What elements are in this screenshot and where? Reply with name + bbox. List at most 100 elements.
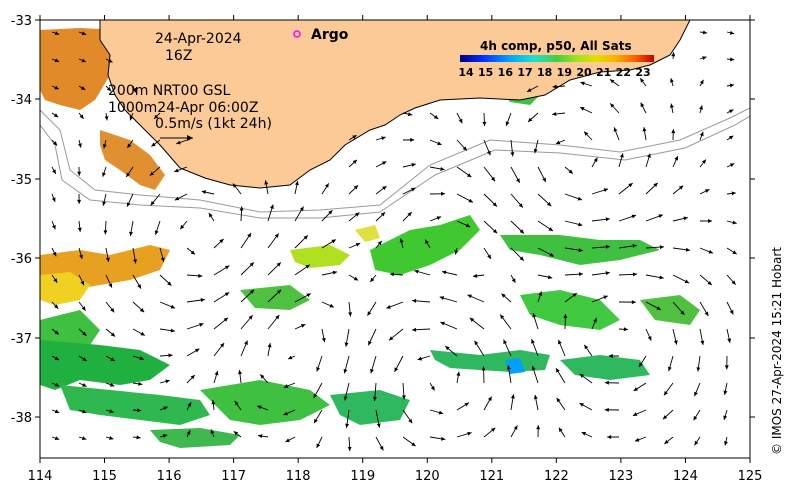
- x-tick-label: 120: [415, 469, 440, 484]
- current-arrowhead: [538, 291, 543, 296]
- x-axis: 114 115 116 117 118 119 120 121 122 123 124 125: [28, 15, 762, 484]
- current-arrowhead: [490, 427, 496, 432]
- current-arrowhead: [647, 336, 652, 341]
- current-arrowhead: [82, 331, 87, 336]
- current-arrowhead: [210, 429, 215, 434]
- current-arrowhead: [352, 159, 357, 165]
- colorbar-tick-label: 21: [596, 66, 611, 79]
- current-arrowhead: [546, 201, 552, 207]
- current-arrowhead: [126, 202, 131, 207]
- current-arrowhead: [377, 240, 382, 246]
- current-arrowhead: [684, 279, 690, 284]
- current-arrowhead: [425, 239, 429, 245]
- current-arrowhead: [110, 332, 116, 337]
- current-arrowhead: [584, 344, 589, 350]
- current-arrowhead: [667, 366, 672, 372]
- current-arrowhead: [633, 387, 639, 391]
- current-arrowhead: [285, 438, 290, 443]
- current-arrowhead: [656, 306, 661, 310]
- current-arrowhead: [632, 412, 638, 416]
- current-arrowhead: [411, 187, 416, 192]
- isobath-200m: [40, 107, 750, 213]
- current-arrowhead: [77, 143, 82, 148]
- current-arrowhead: [81, 58, 86, 63]
- current-arrowhead: [473, 273, 478, 278]
- current-arrowhead: [619, 153, 624, 158]
- current-arrowhead: [82, 383, 87, 387]
- depth-label-200m: 200m NRT00 GSL: [108, 83, 231, 99]
- current-arrowhead: [467, 431, 472, 436]
- current-arrowhead: [102, 201, 107, 206]
- current-arrowhead: [370, 277, 375, 282]
- current-arrowhead: [343, 396, 348, 401]
- current-arrowhead: [510, 152, 515, 157]
- current-arrowhead: [728, 109, 734, 114]
- current-arrowhead: [54, 330, 59, 335]
- current-arrowhead: [669, 103, 674, 108]
- current-arrowhead: [555, 140, 561, 145]
- current-arrowhead: [724, 365, 729, 370]
- current-arrowhead: [407, 212, 412, 217]
- current-arrowhead: [248, 315, 253, 320]
- current-arrowhead: [593, 317, 597, 323]
- current-arrowhead: [386, 304, 391, 309]
- current-vectors: [51, 30, 737, 451]
- argo-float-marker[interactable]: [293, 30, 301, 38]
- current-arrowhead: [469, 317, 475, 322]
- current-arrowhead: [345, 423, 350, 428]
- current-arrowhead: [187, 402, 192, 407]
- sst-patch-yellow-central: [355, 225, 380, 242]
- x-tick-label: 123: [608, 469, 633, 484]
- current-arrowhead: [532, 313, 537, 318]
- current-arrowhead: [511, 278, 516, 283]
- current-arrowhead: [613, 127, 618, 132]
- current-arrowhead: [671, 129, 676, 134]
- colorbar-tick-label: 22: [616, 66, 631, 79]
- current-arrowhead: [632, 272, 637, 277]
- current-arrowhead: [604, 380, 609, 385]
- current-arrowhead: [701, 159, 706, 164]
- current-arrowhead: [355, 242, 361, 247]
- current-arrowhead: [659, 245, 664, 250]
- current-arrowhead: [127, 143, 132, 148]
- current-arrowhead: [110, 307, 115, 313]
- current-arrowhead: [581, 432, 587, 436]
- current-arrowhead: [344, 342, 349, 347]
- current-arrowhead: [299, 206, 304, 212]
- x-tick-label: 124: [673, 469, 698, 484]
- current-arrowhead: [438, 410, 444, 415]
- current-arrowhead: [729, 83, 735, 88]
- current-arrowhead: [604, 407, 609, 412]
- current-arrowhead: [723, 390, 728, 395]
- current-arrowhead: [381, 161, 387, 166]
- current-arrowhead: [437, 141, 442, 146]
- current-arrowhead: [441, 191, 446, 196]
- current-arrowhead: [200, 298, 205, 303]
- sst-patch-yellow-west: [40, 272, 90, 305]
- current-arrowhead: [693, 415, 698, 421]
- current-arrowhead: [150, 200, 155, 206]
- colorbar: 4h comp, p50, All Sats 14 15 16 17 18 19 20 21 2…: [458, 39, 654, 79]
- current-arrowhead: [678, 185, 684, 190]
- current-arrowhead: [237, 370, 242, 375]
- current-arrowhead: [136, 435, 141, 440]
- current-arrowhead: [82, 357, 87, 361]
- current-arrowhead: [487, 396, 492, 401]
- current-arrowhead: [414, 269, 419, 274]
- current-arrowhead: [607, 435, 612, 440]
- current-arrowhead: [454, 250, 459, 255]
- current-arrowhead: [140, 331, 145, 336]
- y-tick-label: -33: [11, 14, 32, 29]
- current-arrowhead: [133, 259, 137, 264]
- y-tick-label: -37: [11, 332, 32, 347]
- x-tick-label: 116: [157, 469, 182, 484]
- current-arrowhead: [411, 163, 416, 167]
- current-arrowhead: [519, 256, 524, 261]
- current-arrowhead: [500, 314, 505, 319]
- sst-patch-green-south-strip: [150, 428, 240, 448]
- current-arrowhead: [533, 394, 538, 400]
- current-arrowhead: [556, 397, 561, 403]
- current-arrowhead: [151, 142, 156, 147]
- hour-label: 16Z: [165, 48, 192, 64]
